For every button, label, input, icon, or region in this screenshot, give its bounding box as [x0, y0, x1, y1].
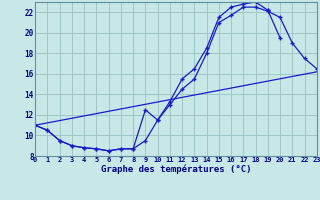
- X-axis label: Graphe des températures (°C): Graphe des températures (°C): [101, 165, 251, 174]
